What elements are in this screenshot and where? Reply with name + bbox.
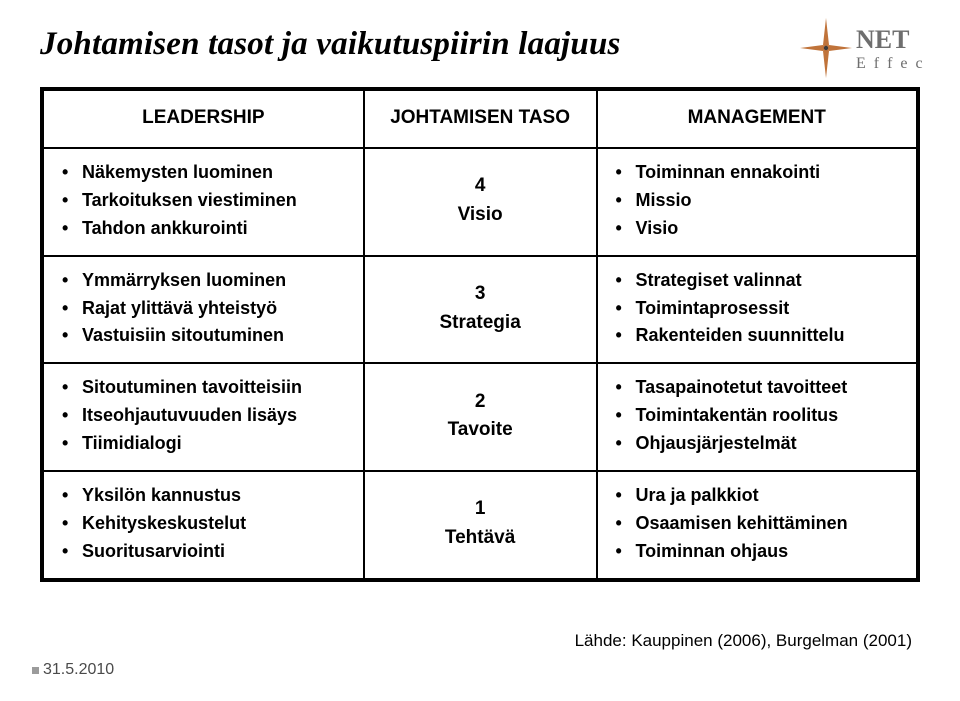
list-item: Näkemysten luominen [78,159,349,187]
management-cell: Strategiset valinnat Toimintaprosessit R… [597,256,918,364]
list-item: Visio [632,215,902,243]
list-item: Rajat ylittävä yhteistyö [78,295,349,323]
level-label: Visio [379,201,582,230]
list-item: Ohjausjärjestelmät [632,430,902,458]
list-item: Tarkoituksen viestiminen [78,187,349,215]
list-item: Vastuisiin sitoutuminen [78,322,349,350]
management-cell: Toiminnan ennakointi Missio Visio [597,148,918,256]
leadership-cell: Yksilön kannustus Kehityskeskustelut Suo… [42,471,364,580]
management-cell: Tasapainotetut tavoitteet Toimintakentän… [597,363,918,471]
slide: NET E f f e c t Johtamisen tasot ja vaik… [0,0,960,701]
list-item: Yksilön kannustus [78,482,349,510]
header-level: JOHTAMISEN TASO [364,89,597,148]
list-item: Ymmärryksen luominen [78,267,349,295]
list-item: Tiimidialogi [78,430,349,458]
level-cell: 4 Visio [364,148,597,256]
list-item: Toimintakentän roolitus [632,402,902,430]
level-number: 2 [379,388,582,417]
level-cell: 1 Tehtävä [364,471,597,580]
level-number: 1 [379,495,582,524]
management-cell: Ura ja palkkiot Osaamisen kehittäminen T… [597,471,918,580]
table-row: Yksilön kannustus Kehityskeskustelut Suo… [42,471,918,580]
source-citation: Lähde: Kauppinen (2006), Burgelman (2001… [575,630,912,653]
level-cell: 3 Strategia [364,256,597,364]
table-row: Sitoutuminen tavoitteisiin Itseohjautuvu… [42,363,918,471]
list-item: Sitoutuminen tavoitteisiin [78,374,349,402]
list-item: Suoritusarviointi [78,538,349,566]
leadership-cell: Näkemysten luominen Tarkoituksen viestim… [42,148,364,256]
levels-table: LEADERSHIP JOHTAMISEN TASO MANAGEMENT Nä… [40,87,920,582]
level-label: Tehtävä [379,524,582,553]
list-item: Tahdon ankkurointi [78,215,349,243]
list-item: Missio [632,187,902,215]
logo-text-bottom: E f f e c t [856,55,930,72]
level-cell: 2 Tavoite [364,363,597,471]
brand-logo: NET E f f e c t [800,12,930,95]
list-item: Rakenteiden suunnittelu [632,322,902,350]
level-number: 3 [379,280,582,309]
list-item: Toiminnan ohjaus [632,538,902,566]
list-item: Toimintaprosessit [632,295,902,323]
list-item: Kehityskeskustelut [78,510,349,538]
list-item: Osaamisen kehittäminen [632,510,902,538]
level-label: Tavoite [379,416,582,445]
list-item: Tasapainotetut tavoitteet [632,374,902,402]
list-item: Toiminnan ennakointi [632,159,902,187]
footer-date: 31.5.2010 [32,661,114,679]
table-row: Näkemysten luominen Tarkoituksen viestim… [42,148,918,256]
bullet-square-icon [32,667,39,674]
list-item: Ura ja palkkiot [632,482,902,510]
list-item: Strategiset valinnat [632,267,902,295]
level-label: Strategia [379,309,582,338]
list-item: Itseohjautuvuuden lisäys [78,402,349,430]
footer-date-text: 31.5.2010 [43,661,114,678]
level-number: 4 [379,172,582,201]
slide-title: Johtamisen tasot ja vaikutuspiirin laaju… [40,26,930,63]
leadership-cell: Sitoutuminen tavoitteisiin Itseohjautuvu… [42,363,364,471]
header-leadership: LEADERSHIP [42,89,364,148]
header-management: MANAGEMENT [597,89,918,148]
table-header-row: LEADERSHIP JOHTAMISEN TASO MANAGEMENT [42,89,918,148]
table-row: Ymmärryksen luominen Rajat ylittävä yhte… [42,256,918,364]
net-effect-logo-svg: NET E f f e c t [800,12,930,90]
logo-text-top: NET [856,25,909,54]
leadership-cell: Ymmärryksen luominen Rajat ylittävä yhte… [42,256,364,364]
